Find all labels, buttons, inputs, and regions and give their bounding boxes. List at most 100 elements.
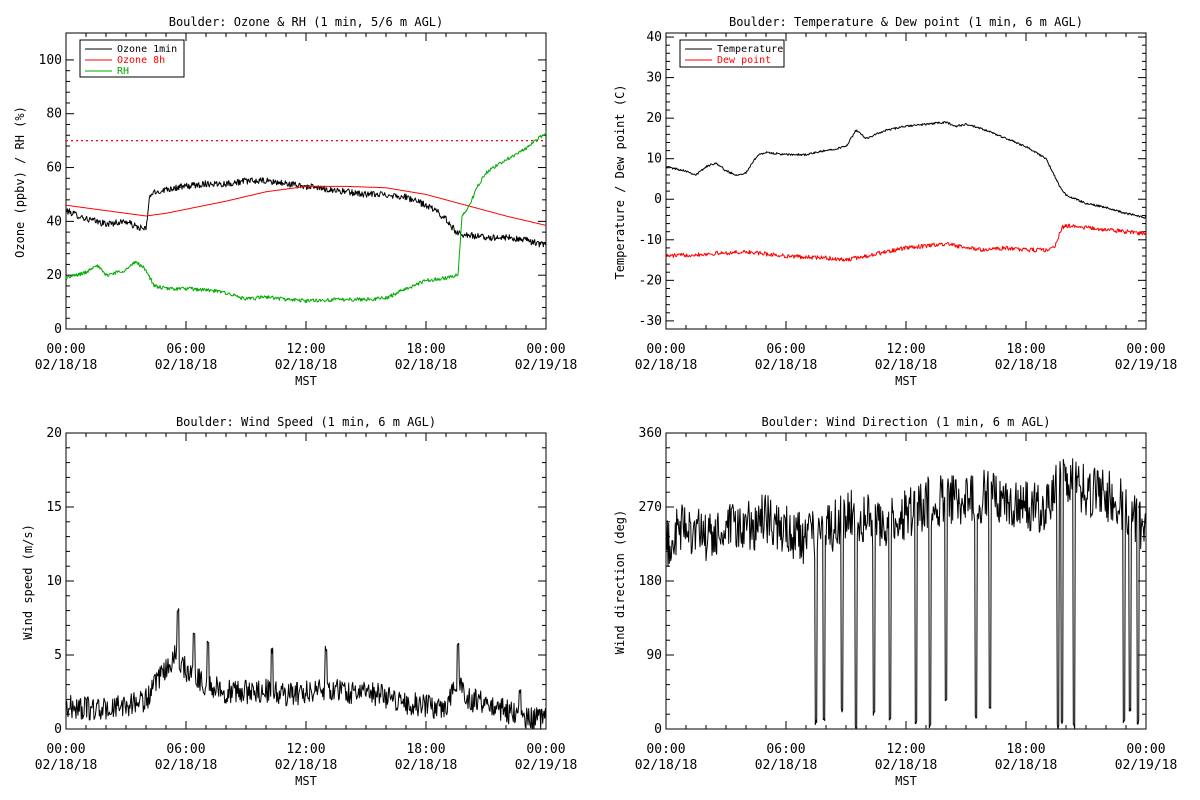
x-tick-date-label: 02/18/18 bbox=[755, 758, 818, 773]
x-tick-time-label: 12:00 bbox=[286, 342, 325, 357]
chart-title: Boulder: Wind Direction (1 min, 6 m AGL) bbox=[762, 415, 1051, 429]
x-tick-date-label: 02/19/18 bbox=[1115, 758, 1178, 773]
y-tick-label: 40 bbox=[646, 30, 662, 45]
x-tick-time-label: 06:00 bbox=[766, 742, 805, 757]
x-tick-time-label: 00:00 bbox=[526, 342, 565, 357]
y-tick-label: 20 bbox=[46, 426, 62, 441]
x-tick-time-label: 12:00 bbox=[886, 742, 925, 757]
x-tick-date-label: 02/18/18 bbox=[35, 758, 98, 773]
x-tick-time-label: 00:00 bbox=[1126, 342, 1165, 357]
y-axis-label: Wind direction (deg) bbox=[613, 510, 627, 655]
chart-title: Boulder: Ozone & RH (1 min, 5/6 m AGL) bbox=[169, 15, 444, 29]
temperature-dewpoint-axes: -30-20-1001020304000:0002/18/1806:0002/1… bbox=[635, 30, 1178, 373]
y-tick-label: 0 bbox=[654, 722, 662, 737]
y-tick-label: 80 bbox=[46, 107, 62, 122]
y-tick-label: 100 bbox=[39, 53, 62, 68]
legend-label-ozone-8h: Ozone 8h bbox=[117, 55, 165, 66]
chart-legend: Ozone 1min Ozone 8h RH bbox=[79, 39, 185, 78]
x-tick-time-label: 18:00 bbox=[1006, 742, 1045, 757]
chart-legend: Temperature Dew point bbox=[679, 39, 785, 68]
legend-label-rh: RH bbox=[117, 66, 129, 77]
x-axis-label: MST bbox=[895, 774, 917, 788]
x-tick-time-label: 18:00 bbox=[406, 742, 445, 757]
y-tick-label: 180 bbox=[639, 574, 662, 589]
x-tick-time-label: 00:00 bbox=[646, 742, 685, 757]
x-tick-date-label: 02/19/18 bbox=[1115, 358, 1178, 373]
y-tick-label: 270 bbox=[639, 500, 662, 515]
x-tick-time-label: 18:00 bbox=[406, 342, 445, 357]
wind-direction-axes: 09018027036000:0002/18/1806:0002/18/1812… bbox=[635, 426, 1178, 773]
x-tick-date-label: 02/18/18 bbox=[155, 758, 218, 773]
y-tick-label: 0 bbox=[54, 722, 62, 737]
x-axis-label: MST bbox=[295, 374, 317, 388]
x-tick-date-label: 02/18/18 bbox=[995, 758, 1058, 773]
x-tick-date-label: 02/18/18 bbox=[635, 358, 698, 373]
y-tick-label: 30 bbox=[646, 71, 662, 86]
series-line-wind-speed bbox=[65, 608, 547, 730]
wind-speed-series-layer bbox=[65, 608, 547, 730]
y-tick-label: 10 bbox=[46, 574, 62, 589]
wind-direction-series-layer bbox=[665, 458, 1147, 730]
series-line-dew-point bbox=[665, 223, 1147, 262]
y-tick-label: -20 bbox=[639, 273, 662, 288]
y-tick-label: 90 bbox=[646, 648, 662, 663]
ozone-rh-axes: 02040608010000:0002/18/1806:0002/18/1812… bbox=[35, 32, 578, 373]
x-tick-date-label: 02/18/18 bbox=[875, 358, 938, 373]
x-axis-label: MST bbox=[295, 774, 317, 788]
y-tick-label: 20 bbox=[646, 111, 662, 126]
x-axis-label: MST bbox=[895, 374, 917, 388]
series-line-temperature bbox=[665, 121, 1147, 219]
legend-label-ozone-1min: Ozone 1min bbox=[117, 44, 177, 55]
x-tick-time-label: 00:00 bbox=[46, 742, 85, 757]
x-tick-date-label: 02/18/18 bbox=[155, 358, 218, 373]
series-line-ozone-8h bbox=[65, 185, 547, 226]
y-axis-label: Wind speed (m/s) bbox=[21, 524, 35, 640]
x-tick-date-label: 02/19/18 bbox=[515, 758, 578, 773]
x-tick-time-label: 00:00 bbox=[1126, 742, 1165, 757]
y-tick-label: 0 bbox=[654, 192, 662, 207]
x-tick-time-label: 00:00 bbox=[526, 742, 565, 757]
legend-label-temperature: Temperature bbox=[717, 44, 783, 55]
y-axis-label: Temperature / Dew point (C) bbox=[613, 84, 627, 279]
wind-direction-chart: Boulder: Wind Direction (1 min, 6 m AGL)… bbox=[613, 415, 1177, 788]
x-tick-date-label: 02/19/18 bbox=[515, 358, 578, 373]
x-tick-date-label: 02/18/18 bbox=[755, 358, 818, 373]
x-tick-date-label: 02/18/18 bbox=[995, 358, 1058, 373]
y-tick-label: 360 bbox=[639, 426, 662, 441]
series-line-ozone-1min bbox=[65, 177, 546, 248]
series-line-wind-direction bbox=[665, 458, 1147, 730]
x-tick-time-label: 06:00 bbox=[166, 342, 205, 357]
legend-box bbox=[679, 39, 785, 68]
x-tick-time-label: 00:00 bbox=[46, 342, 85, 357]
x-tick-date-label: 02/18/18 bbox=[395, 758, 458, 773]
x-tick-time-label: 06:00 bbox=[766, 342, 805, 357]
ozone-rh-series-layer bbox=[65, 131, 547, 303]
y-tick-label: -10 bbox=[639, 233, 662, 248]
x-tick-time-label: 00:00 bbox=[646, 342, 685, 357]
chart-title: Boulder: Wind Speed (1 min, 6 m AGL) bbox=[176, 415, 436, 429]
x-tick-date-label: 02/18/18 bbox=[275, 758, 338, 773]
x-tick-date-label: 02/18/18 bbox=[395, 358, 458, 373]
x-tick-time-label: 12:00 bbox=[886, 342, 925, 357]
chart-title: Boulder: Temperature & Dew point (1 min,… bbox=[729, 15, 1083, 29]
temperature-dewpoint-series-layer bbox=[665, 121, 1147, 262]
y-tick-label: -30 bbox=[639, 314, 662, 329]
y-tick-label: 5 bbox=[54, 648, 62, 663]
x-tick-date-label: 02/18/18 bbox=[875, 758, 938, 773]
x-tick-time-label: 18:00 bbox=[1006, 342, 1045, 357]
x-tick-date-label: 02/18/18 bbox=[35, 358, 98, 373]
wind-speed-chart: Boulder: Wind Speed (1 min, 6 m AGL) MST… bbox=[21, 415, 577, 788]
y-tick-label: 15 bbox=[46, 500, 62, 515]
temperature-dewpoint-chart: Boulder: Temperature & Dew point (1 min,… bbox=[613, 15, 1177, 388]
x-tick-time-label: 06:00 bbox=[166, 742, 205, 757]
ozone-rh-chart: Boulder: Ozone & RH (1 min, 5/6 m AGL) M… bbox=[13, 15, 577, 388]
y-axis-label: Ozone (ppbv) / RH (%) bbox=[13, 106, 27, 258]
x-tick-date-label: 02/18/18 bbox=[635, 758, 698, 773]
x-tick-time-label: 12:00 bbox=[286, 742, 325, 757]
y-tick-label: 40 bbox=[46, 214, 62, 229]
y-tick-label: 10 bbox=[646, 152, 662, 167]
wind-speed-axes: 0510152000:0002/18/1806:0002/18/1812:000… bbox=[35, 426, 578, 773]
y-tick-label: 60 bbox=[46, 161, 62, 176]
series-line-rh bbox=[65, 131, 547, 303]
